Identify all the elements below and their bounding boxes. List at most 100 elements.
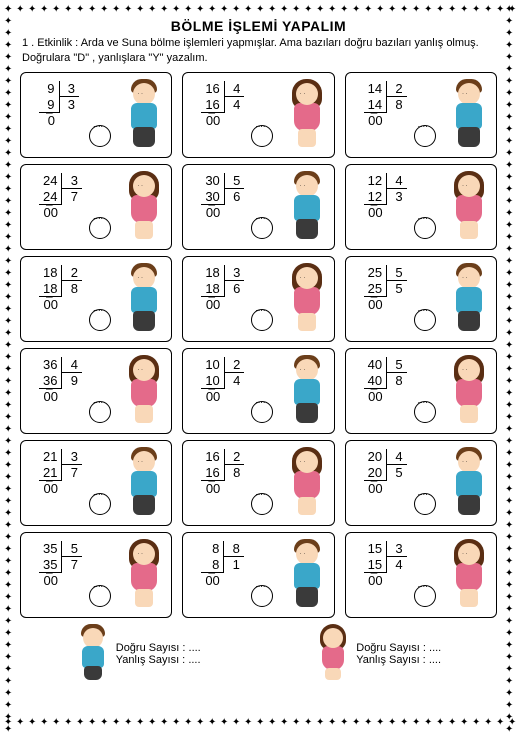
quotient: 5 [387,465,407,481]
boy-icon: · · [286,539,328,611]
girl-icon: · · [448,355,490,427]
division-work: 142 148 00 – [364,81,407,129]
answer-circle[interactable] [251,309,273,331]
girl-icon: · · [448,539,490,611]
answer-circle[interactable] [251,401,273,423]
divisor: 2 [387,81,407,97]
answer-circle[interactable] [89,125,111,147]
quotient: 3 [59,97,79,113]
answer-circle[interactable] [89,401,111,423]
divisor: 4 [387,173,407,189]
division-work: 255 255 00 – [364,265,407,313]
problem-grid: 93 93 0 – .... · · 164 164 00 – .... · ·… [18,72,499,618]
girl-icon: · · [286,447,328,519]
dividend: 18 [201,265,224,281]
quotient: 8 [387,373,407,389]
divisor: 3 [59,81,79,97]
quotient: 8 [62,281,82,297]
divisor: 3 [224,265,244,281]
answer-circle[interactable] [89,309,111,331]
answer-circle[interactable] [251,585,273,607]
divisor: 3 [62,173,82,189]
divisor: 2 [62,265,82,281]
boy-icon: · · [286,171,328,243]
boy-icon: · · [123,447,165,519]
quotient: 7 [62,465,82,481]
division-work: 364 369 00 – [39,357,82,405]
dividend: 15 [364,541,387,557]
divisor: 8 [224,541,244,557]
girl-icon: · · [286,79,328,151]
problem-box: 124 123 00 – .... · · [345,164,497,250]
problem-box: 183 186 00 – .... · · [182,256,334,342]
minus-sign: – [371,197,378,211]
answer-circle[interactable] [414,125,436,147]
divisor: 4 [387,449,407,465]
activity-label: 1 . Etkinlik : [22,37,78,49]
summary-text-girl: Doğru Sayısı : .... Yanlış Sayısı : .... [356,642,441,666]
boy-icon: · · [286,355,328,427]
divisor: 5 [387,357,407,373]
quotient: 6 [224,189,244,205]
girl-icon: · · [448,171,490,243]
quotient: 4 [224,97,244,113]
problem-box: 88 81 00 – .... · · [182,532,334,618]
answer-circle[interactable] [414,217,436,239]
minus-sign: – [208,105,215,119]
problem-box: 153 154 00 – .... · · [345,532,497,618]
answer-circle[interactable] [414,401,436,423]
quotient: 4 [224,373,244,389]
quotient: 3 [387,189,407,205]
dividend: 40 [364,357,387,373]
girl-icon [316,626,350,682]
dividend: 30 [201,173,224,189]
dividend: 10 [201,357,224,373]
division-work: 124 123 00 – [364,173,407,221]
minus-sign: – [208,381,215,395]
divisor: 3 [387,541,407,557]
division-work: 305 306 00 – [201,173,244,221]
divisor: 3 [62,449,82,465]
summary-text-boy: Doğru Sayısı : .... Yanlış Sayısı : .... [116,642,201,666]
quotient: 7 [62,557,82,573]
division-work: 213 217 00 – [39,449,82,497]
quotient: 8 [387,97,407,113]
dividend: 12 [364,173,387,189]
girl-icon: · · [286,263,328,335]
answer-circle[interactable] [414,493,436,515]
dividend: 9 [39,81,59,97]
quotient: 4 [387,557,407,573]
division-work: 182 188 00 – [39,265,82,313]
dividend: 25 [364,265,387,281]
answer-circle[interactable] [89,217,111,239]
summary-row: Doğru Sayısı : .... Yanlış Sayısı : ....… [18,626,499,682]
answer-circle[interactable] [251,493,273,515]
answer-circle[interactable] [89,493,111,515]
division-work: 93 93 0 – [39,81,79,129]
girl-icon: · · [123,171,165,243]
minus-sign: – [371,565,378,579]
problem-box: 93 93 0 – .... · · [20,72,172,158]
problem-box: 164 164 00 – .... · · [182,72,334,158]
minus-sign: – [46,105,53,119]
answer-circle[interactable] [414,585,436,607]
answer-circle[interactable] [89,585,111,607]
divisor: 4 [62,357,82,373]
quotient: 7 [62,189,82,205]
boy-icon [76,626,110,682]
divisor: 5 [387,265,407,281]
problem-box: 182 188 00 – .... · · [20,256,172,342]
division-work: 243 247 00 – [39,173,82,221]
divisor: 2 [224,449,244,465]
answer-circle[interactable] [251,125,273,147]
page-title: BÖLME İŞLEMİ YAPALIM [18,18,499,34]
problem-box: 305 306 00 – .... · · [182,164,334,250]
minus-sign: – [208,565,215,579]
divisor: 5 [62,541,82,557]
divisor: 5 [224,173,244,189]
problem-box: 243 247 00 – .... · · [20,164,172,250]
answer-circle[interactable] [414,309,436,331]
minus-sign: – [371,381,378,395]
answer-circle[interactable] [251,217,273,239]
activity-body: Arda ve Suna bölme işlemleri yapmışlar. … [22,37,479,64]
